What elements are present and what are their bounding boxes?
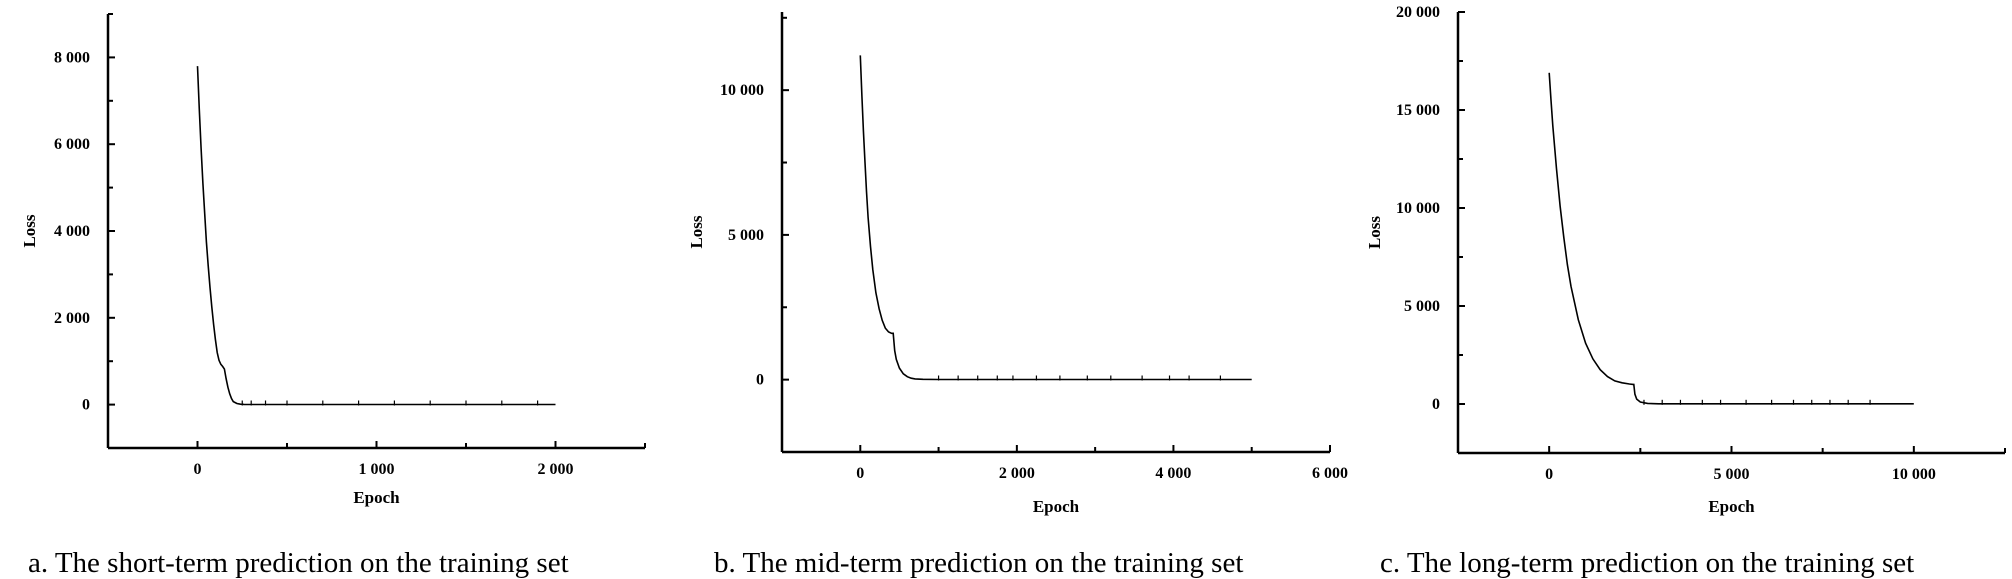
x-tick-label: 0 — [194, 461, 202, 478]
y-tick-label: 8 000 — [54, 49, 90, 66]
x-tick-label: 0 — [856, 465, 864, 482]
panel-caption: c. The long-term prediction on the train… — [1380, 547, 1914, 579]
y-tick-label: 0 — [82, 397, 90, 414]
y-tick-label: 6 000 — [54, 136, 90, 153]
x-tick-label: 0 — [1545, 466, 1553, 483]
y-axis-title: Loss — [20, 214, 39, 247]
x-tick-label: 1 000 — [359, 461, 395, 478]
y-tick-label: 10 000 — [1396, 200, 1440, 217]
panel-caption: b. The mid-term prediction on the traini… — [714, 547, 1243, 579]
x-tick-label: 4 000 — [1155, 465, 1191, 482]
chart-panel-long-term: 0 5 000 10 000 15 000 20 000 0 5 000 10 000 Epoc… — [1365, 4, 2006, 579]
y-tick-label: 4 000 — [54, 223, 90, 240]
y-tick-label: 0 — [1432, 396, 1440, 413]
x-tick-label: 5 000 — [1714, 466, 1750, 483]
y-tick-label: 20 000 — [1396, 4, 1440, 21]
x-axis-title: Epoch — [1033, 497, 1080, 516]
chart-panel-mid-term: 0 5 000 10 000 0 2 000 4 000 6 000 Epoch Loss b. … — [687, 12, 1348, 579]
y-tick-label: 2 000 — [54, 310, 90, 327]
y-axis-title: Loss — [1365, 216, 1384, 249]
loss-series-line — [1548, 72, 1914, 405]
loss-series-line — [196, 66, 556, 406]
x-axis-title: Epoch — [1708, 497, 1755, 516]
x-tick-label: 10 000 — [1892, 466, 1936, 483]
x-tick-label: 2 000 — [538, 461, 574, 478]
x-axis-title: Epoch — [353, 488, 400, 507]
panel-caption: a. The short-term prediction on the trai… — [28, 547, 569, 579]
y-tick-label: 5 000 — [1404, 298, 1440, 315]
y-tick-label: 5 000 — [728, 227, 764, 244]
chart-panel-short-term: 0 2 000 4 000 6 000 8 000 0 1 000 2 000 Epoch Los… — [20, 13, 646, 579]
y-tick-label: 10 000 — [720, 82, 764, 99]
y-tick-label: 0 — [756, 372, 764, 389]
y-tick-label: 15 000 — [1396, 102, 1440, 119]
x-tick-label: 6 000 — [1312, 465, 1348, 482]
loss-series-line — [859, 55, 1252, 381]
y-axis-title: Loss — [687, 215, 706, 248]
x-tick-label: 2 000 — [999, 465, 1035, 482]
